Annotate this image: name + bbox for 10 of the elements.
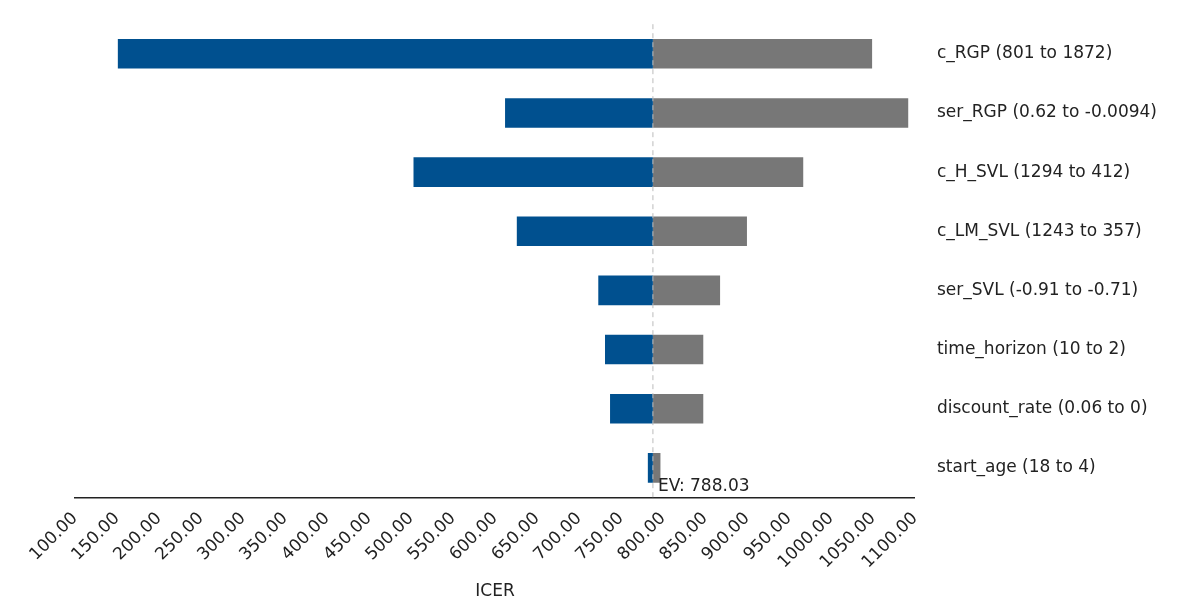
y-tick-label: ser_RGP (0.62 to -0.0094) — [936, 101, 1158, 123]
y-tick-label: discount_rate (0.06 to 0) — [936, 397, 1148, 419]
y-tick-label: c_LM_SVL (1243 to 357) — [936, 219, 1142, 241]
y-tick-label: ser_SVL (-0.91 to -0.71) — [936, 278, 1139, 300]
y-tick-label: c_RGP (801 to 1872) — [936, 42, 1113, 64]
y-tick-label: start_age (18 to 4) — [936, 456, 1096, 478]
x-axis-title: ICER — [475, 580, 515, 601]
ref-line-label: EV: 788.03 — [657, 475, 750, 496]
y-tick-label: c_H_SVL (1294 to 412) — [936, 160, 1131, 182]
y-tick-label: time_horizon (10 to 2) — [936, 337, 1126, 359]
